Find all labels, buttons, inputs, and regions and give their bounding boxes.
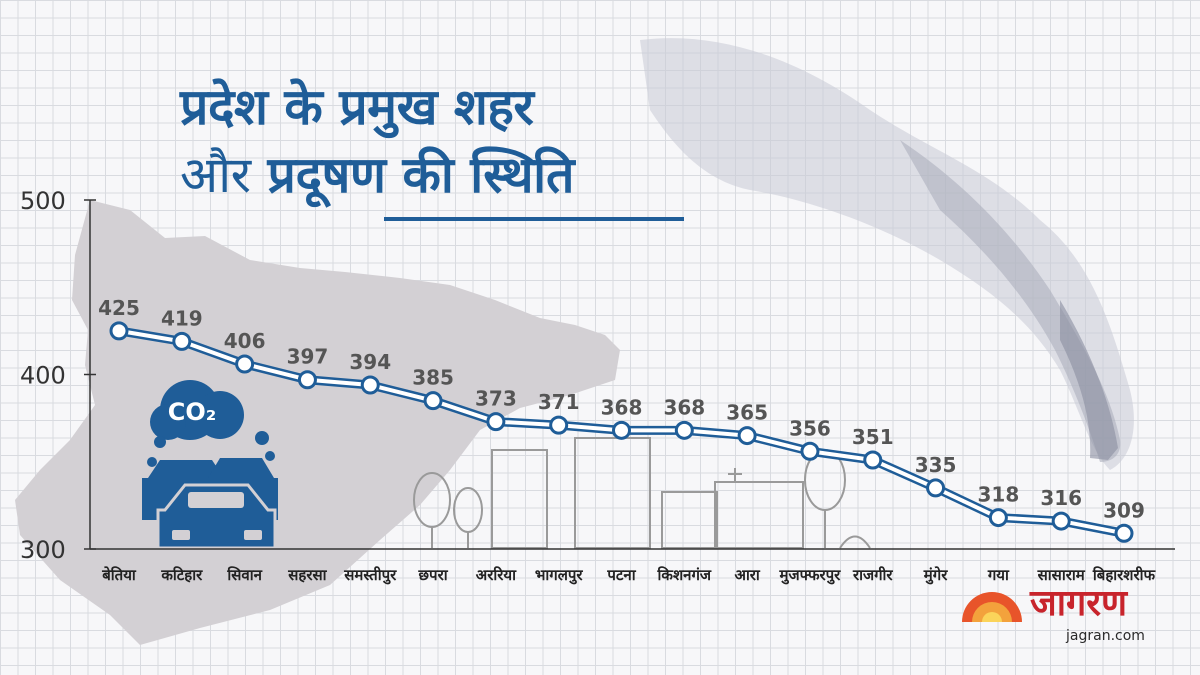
x-tick-label: पटना bbox=[606, 566, 636, 584]
x-tick-label: गया bbox=[987, 566, 1010, 584]
data-point bbox=[549, 415, 569, 435]
data-label: 335 bbox=[915, 453, 957, 477]
data-label: 368 bbox=[601, 395, 643, 419]
data-point bbox=[926, 478, 946, 498]
data-label: 316 bbox=[1040, 486, 1082, 510]
data-labels: 425 419 406 397 394 385 373 371 368 368 365 356 351 3… bbox=[98, 296, 1145, 522]
data-label: 351 bbox=[852, 425, 894, 449]
data-point bbox=[360, 375, 380, 395]
jagran-sun-logo bbox=[962, 592, 1022, 622]
data-points bbox=[109, 321, 1134, 543]
data-point bbox=[988, 508, 1008, 528]
data-point bbox=[612, 420, 631, 440]
data-point bbox=[863, 450, 883, 470]
y-tick-label: 300 bbox=[20, 536, 66, 564]
data-label: 356 bbox=[789, 416, 831, 440]
x-tick-label: राजगीर bbox=[852, 566, 893, 584]
x-tick-label: मुंगेर bbox=[923, 566, 948, 585]
x-tick-label: छपरा bbox=[418, 566, 449, 584]
data-label: 368 bbox=[663, 395, 705, 419]
x-tick-label: सहरसा bbox=[287, 566, 327, 584]
data-label: 419 bbox=[161, 306, 203, 330]
data-point bbox=[297, 370, 317, 390]
data-label: 385 bbox=[412, 366, 454, 390]
data-point bbox=[737, 426, 757, 446]
data-point bbox=[674, 420, 694, 440]
data-label: 371 bbox=[538, 390, 580, 414]
data-point bbox=[1114, 523, 1134, 543]
building-icon bbox=[491, 437, 804, 549]
x-tick-label: बेतिया bbox=[101, 566, 137, 584]
data-label: 425 bbox=[98, 296, 140, 320]
data-label: 365 bbox=[726, 401, 768, 425]
x-tick-label: कटिहार bbox=[160, 566, 203, 584]
data-point bbox=[423, 391, 443, 411]
car-icon bbox=[142, 458, 278, 550]
x-tick-label: सिवान bbox=[226, 566, 262, 584]
title-line-1: प्रदेश के प्रमुख शहर bbox=[180, 78, 534, 136]
data-point bbox=[109, 321, 129, 341]
x-tick-label: अररिया bbox=[476, 566, 517, 584]
title-line-2-prefix: और bbox=[180, 146, 251, 204]
x-tick-label: भागलपुर bbox=[535, 566, 584, 585]
title-line-2: और प्रदूषण की स्थिति bbox=[180, 150, 575, 200]
title-line-2-bold: प्रदूषण की स्थिति bbox=[267, 146, 575, 204]
co2-cloud-icon: CO₂ bbox=[147, 380, 275, 467]
data-label: 394 bbox=[349, 350, 391, 374]
data-label: 318 bbox=[978, 483, 1020, 507]
title-underline bbox=[384, 217, 684, 221]
jagran-logo-text: जागरण bbox=[1030, 583, 1128, 624]
y-ticks: 300 400 500 bbox=[20, 187, 96, 564]
x-tick-label: बिहारशरीफ bbox=[1092, 566, 1157, 584]
smoke-plume bbox=[640, 38, 1134, 470]
data-label: 309 bbox=[1103, 498, 1145, 522]
x-tick-label: मुजफ्फरपुर bbox=[779, 566, 842, 585]
data-point bbox=[1051, 511, 1071, 531]
data-point bbox=[172, 331, 192, 351]
data-label: 397 bbox=[287, 345, 329, 369]
data-point bbox=[486, 412, 506, 432]
jagran-url: jagran.com bbox=[1066, 628, 1145, 644]
data-point bbox=[800, 441, 820, 461]
x-tick-label: आरा bbox=[734, 566, 760, 584]
svg-text:CO₂: CO₂ bbox=[168, 398, 217, 426]
data-label: 373 bbox=[475, 387, 517, 411]
x-labels: बेतिया कटिहार सिवान सहरसा समस्तीपुर छपरा अररिय… bbox=[101, 566, 1156, 585]
x-tick-label: किशनगंज bbox=[657, 566, 712, 584]
tree-icon bbox=[413, 449, 871, 549]
data-point bbox=[235, 354, 255, 374]
y-tick-label: 400 bbox=[20, 362, 66, 390]
y-tick-label: 500 bbox=[20, 187, 66, 215]
x-tick-label: समस्तीपुर bbox=[343, 566, 397, 585]
x-tick-label: सासाराम bbox=[1037, 566, 1086, 584]
data-label: 406 bbox=[224, 329, 266, 353]
